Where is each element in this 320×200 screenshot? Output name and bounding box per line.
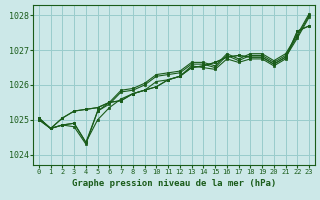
X-axis label: Graphe pression niveau de la mer (hPa): Graphe pression niveau de la mer (hPa) (72, 179, 276, 188)
